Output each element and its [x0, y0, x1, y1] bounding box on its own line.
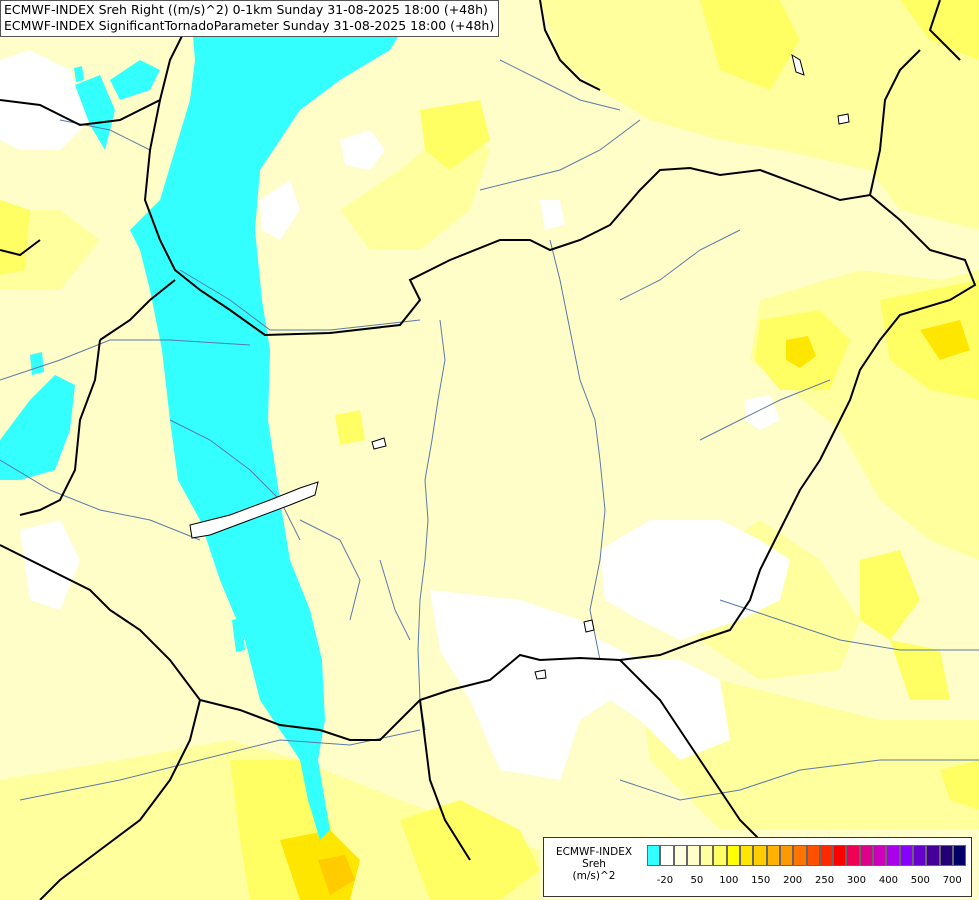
legend-tick-label: 300 — [846, 875, 867, 886]
color-legend: ECMWF-INDEX Sreh (m/s)^2 -20 50 100 150 200 2… — [543, 837, 972, 897]
legend-swatch — [766, 845, 780, 866]
legend-ticks: -20 50 100 150 200 250 300 400 500 700 — [647, 875, 967, 889]
rivers — [0, 59, 979, 801]
title-line-stp: ECMWF-INDEX SignificantTornadoParameter … — [4, 18, 495, 33]
legend-tick-label: 700 — [942, 875, 962, 886]
legend-swatches — [647, 845, 967, 867]
legend-swatch — [686, 845, 701, 866]
legend-swatch — [713, 845, 727, 866]
sreh-level-cyan — [0, 0, 420, 840]
legend-swatch — [793, 845, 807, 866]
legend-title-model: ECMWF-INDEX — [555, 846, 633, 858]
legend-swatch — [660, 845, 674, 866]
title-line-sreh: ECMWF-INDEX Sreh Right ((m/s)^2) 0-1km S… — [4, 2, 488, 17]
legend-swatch — [939, 845, 953, 866]
legend-swatch — [899, 845, 913, 866]
sreh-level-deep-orange — [318, 855, 355, 895]
legend-swatch — [700, 845, 714, 866]
lakes — [189, 53, 850, 680]
legend-swatch — [753, 845, 767, 866]
legend-swatch — [846, 845, 860, 866]
legend-swatch — [926, 845, 940, 866]
legend-swatch — [886, 845, 900, 866]
legend-tick-label: 250 — [815, 875, 835, 886]
legend-swatch — [912, 845, 927, 866]
legend-swatch — [833, 845, 847, 866]
legend-tick-label: 150 — [751, 875, 771, 886]
legend-swatch — [806, 845, 820, 866]
legend-tick-label: 400 — [878, 875, 898, 886]
legend-title-param: Sreh — [582, 858, 606, 870]
legend-tick-label: 200 — [783, 875, 803, 886]
legend-swatch — [873, 845, 887, 866]
legend-swatch — [819, 845, 834, 866]
legend-swatch — [859, 845, 874, 866]
legend-swatch — [673, 845, 687, 866]
legend-tick-label: 500 — [910, 875, 930, 886]
legend-title-unit: (m/s)^2 — [572, 870, 616, 882]
legend-title: ECMWF-INDEX Sreh (m/s)^2 — [544, 846, 644, 882]
legend-swatch — [779, 845, 794, 866]
legend-tick-label: 100 — [719, 875, 739, 886]
legend-swatch — [647, 845, 661, 866]
legend-tick-label: -20 — [656, 875, 674, 886]
legend-tick-label: 50 — [690, 875, 704, 886]
legend-swatch — [726, 845, 741, 866]
map-title: ECMWF-INDEX Sreh Right ((m/s)^2) 0-1km S… — [0, 0, 500, 37]
legend-swatch — [952, 845, 967, 866]
legend-swatch — [740, 845, 754, 866]
sreh-level-white — [0, 50, 790, 780]
